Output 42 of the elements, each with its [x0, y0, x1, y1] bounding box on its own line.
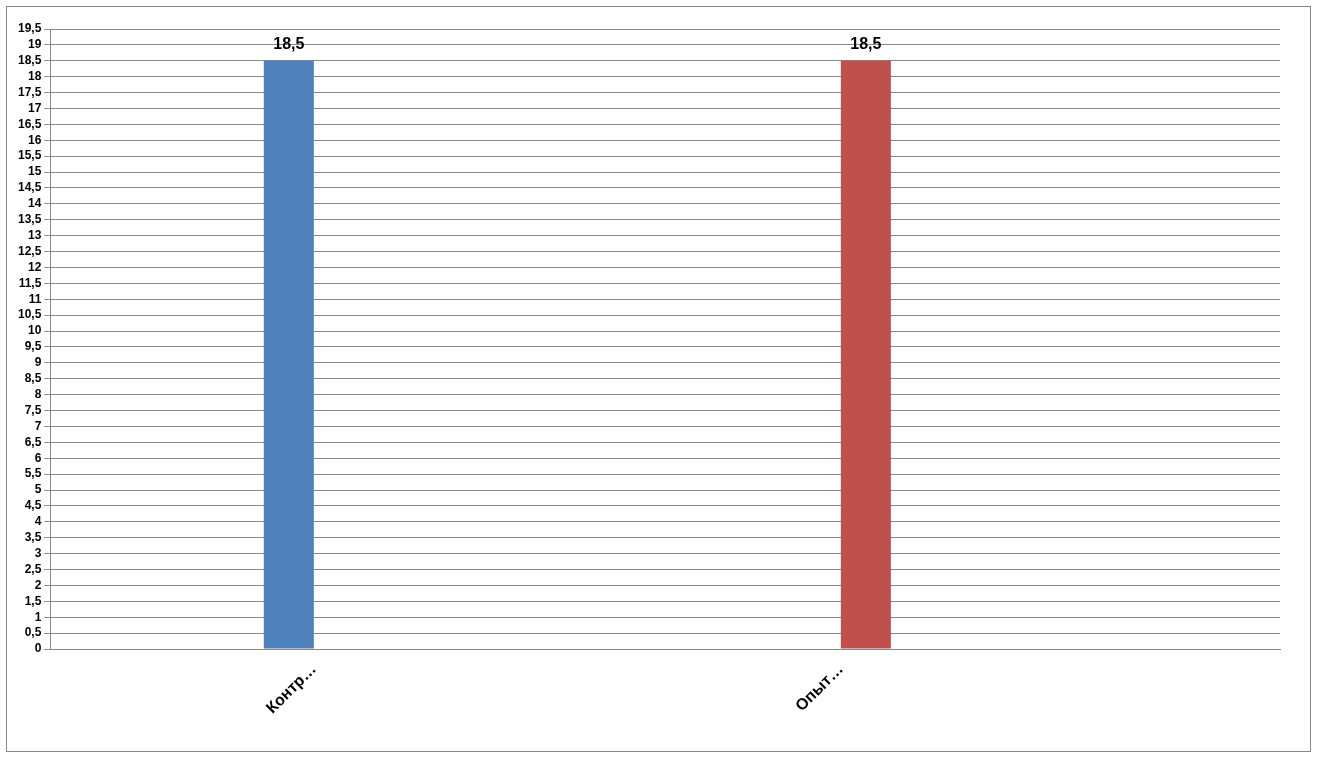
data-label: 18,5 — [273, 35, 305, 53]
y-tick-label: 2,5 — [24, 561, 42, 576]
y-tick-label: 11 — [28, 291, 42, 306]
y-tick-label: 7 — [34, 418, 42, 433]
y-tick-label: 5,5 — [24, 466, 42, 481]
y-tick-label: 13,5 — [18, 212, 42, 227]
y-tick-label: 19 — [28, 37, 42, 52]
y-tick-label: 9 — [34, 355, 42, 370]
y-tick-label: 19,5 — [18, 21, 42, 36]
y-tick-label: 6 — [34, 450, 42, 465]
y-tick-label: 3,5 — [24, 530, 42, 545]
y-tick-label: 18,5 — [18, 53, 42, 68]
y-tick-label: 2 — [34, 577, 42, 592]
y-tick-label: 1,5 — [24, 593, 42, 608]
y-tick-label: 9,5 — [24, 339, 42, 354]
y-tick-label: 10 — [28, 323, 42, 338]
y-tick-label: 8,5 — [24, 371, 42, 386]
y-tick-label: 0,5 — [24, 625, 42, 640]
y-tick-label: 6,5 — [24, 434, 42, 449]
y-tick-label: 1 — [34, 609, 42, 624]
y-tick-label: 14 — [28, 196, 42, 211]
data-label: 18,5 — [850, 35, 882, 53]
y-tick-label: 14,5 — [18, 180, 42, 195]
y-tick-label: 11,5 — [18, 275, 42, 290]
y-tick-label: 10,5 — [18, 307, 42, 322]
y-tick-label: 16 — [28, 132, 42, 147]
y-tick-label: 13 — [28, 227, 42, 242]
y-tick-label: 4,5 — [24, 498, 42, 513]
y-tick-label: 3 — [34, 545, 42, 560]
y-tick-label: 18 — [28, 69, 42, 84]
y-tick-label: 17 — [28, 100, 42, 115]
y-tick-label: 12 — [28, 259, 42, 274]
y-tick-label: 4 — [34, 514, 42, 529]
y-tick-label: 15 — [28, 164, 42, 179]
y-tick-label: 12,5 — [18, 243, 42, 258]
y-tick-label: 0 — [34, 641, 42, 656]
y-tick-label: 7,5 — [24, 402, 42, 417]
y-tick-label: 17,5 — [18, 84, 42, 99]
y-tick-label: 16,5 — [18, 116, 42, 131]
y-tick-label: 5 — [34, 482, 42, 497]
y-tick-label: 15,5 — [18, 148, 42, 163]
y-tick-label: 8 — [34, 386, 42, 401]
